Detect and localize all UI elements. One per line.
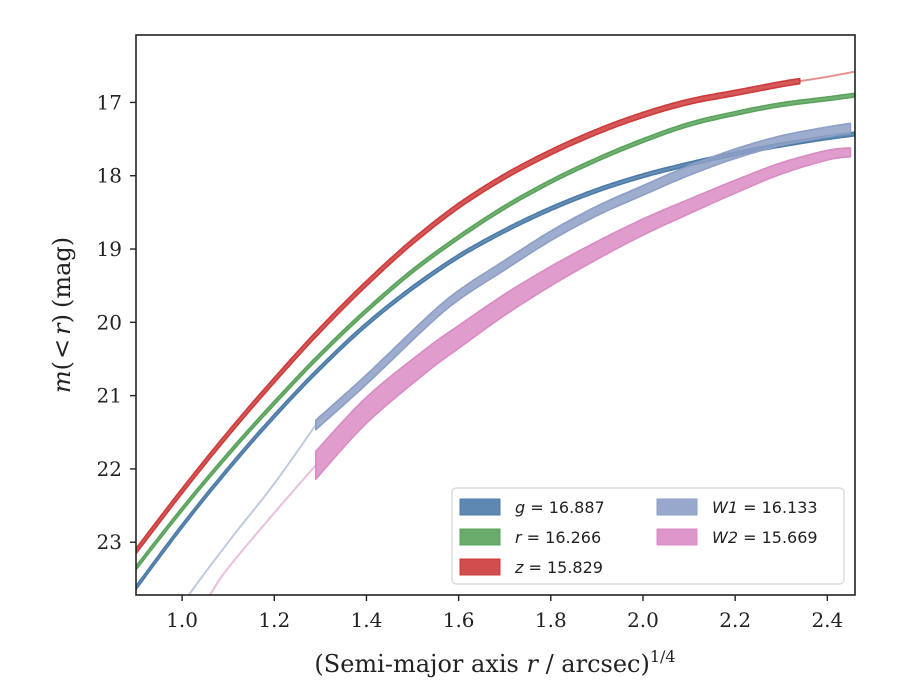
x-axis-label-exponent: 1/4 [650,647,676,666]
y-axis-label: m( < r) (mag) [48,237,76,393]
y-tick-label: 19 [97,237,122,261]
y-axis-label-m: m [48,370,76,393]
series-1-band [136,92,855,571]
series-0-band [136,131,855,591]
legend-label-value: = 16.266 [522,528,602,547]
legend-label-value: = 15.669 [738,528,818,547]
legend-item: g = 16.887 [459,498,605,517]
legend-label: g = 16.887 [515,498,605,517]
series-0 [136,131,855,591]
legend-label-value: = 15.829 [523,558,603,577]
legend-swatch [459,528,501,546]
x-tick-label: 1.8 [535,608,567,632]
legend-label-var: z [514,558,524,577]
x-tick-label: 1.0 [166,608,198,632]
series-layer [136,70,855,595]
x-tick-label: 2.0 [627,608,659,632]
legend-swatch [459,498,501,516]
y-axis-label-open: ( [48,361,76,370]
legend-label: z = 15.829 [514,558,603,577]
y-axis-label-r: r [48,322,76,335]
series-2 [136,70,855,555]
x-tick-label: 1.4 [351,608,383,632]
series-3-faded-line [187,424,317,595]
x-tick-label: 1.2 [258,608,290,632]
legend-label-var: W2 [712,528,738,547]
series-4-band [315,147,852,480]
x-axis-label-prefix: (Semi-major axis [314,650,526,678]
y-tick-label: 22 [97,457,122,481]
legend-item: r = 16.266 [459,528,601,547]
plot-frame [135,34,856,596]
series-2-band [136,77,801,555]
y-tick-label: 18 [97,164,122,188]
y-axis-label-unit: (mag) [48,237,76,308]
x-axis-label-var: r [526,650,539,678]
legend-label-value: = 16.887 [525,498,605,517]
x-axis-label: (Semi-major axis r / arcsec)1/4 [314,647,675,678]
series-2-faded-line [799,70,855,83]
x-tick-label: 2.2 [719,608,751,632]
y-tick-label: 23 [97,530,122,554]
legend-item: W2 = 15.669 [656,528,818,547]
y-tick-label: 17 [97,90,122,114]
legend-label: r = 16.266 [515,528,601,547]
series-4-faded-line [208,464,317,595]
legend-label: W2 = 15.669 [712,528,818,547]
legend-item: W1 = 16.133 [656,498,818,517]
legend-label-var: g [515,498,525,517]
y-tick-label: 20 [97,310,122,334]
series-1 [136,92,855,571]
legend-swatch [656,498,698,516]
legend-swatch [656,528,698,546]
legend-label-var: r [515,528,523,547]
y-tick-label: 21 [97,384,122,408]
series-3-band [315,122,852,431]
series-4 [208,147,852,595]
y-axis-label-lt: < [48,339,76,359]
legend-item: z = 15.829 [459,558,603,577]
legend-label: W1 = 16.133 [712,498,818,517]
series-3 [187,122,852,595]
x-axis-label-suffix: / arcsec) [538,650,650,678]
legend-swatch [459,558,501,576]
y-axis-label-close: ) [48,314,76,323]
axis-ticks: 1.0 1.2 1.4 1.6 1.8 2.0 2.2 2.4 17 18 19 20 21 22 23 [97,90,844,632]
x-tick-label: 1.6 [443,608,475,632]
legend-box [451,487,845,585]
legend-label-var: W1 [712,498,738,517]
legend-label-value: = 16.133 [738,498,818,517]
x-tick-label: 2.4 [811,608,843,632]
